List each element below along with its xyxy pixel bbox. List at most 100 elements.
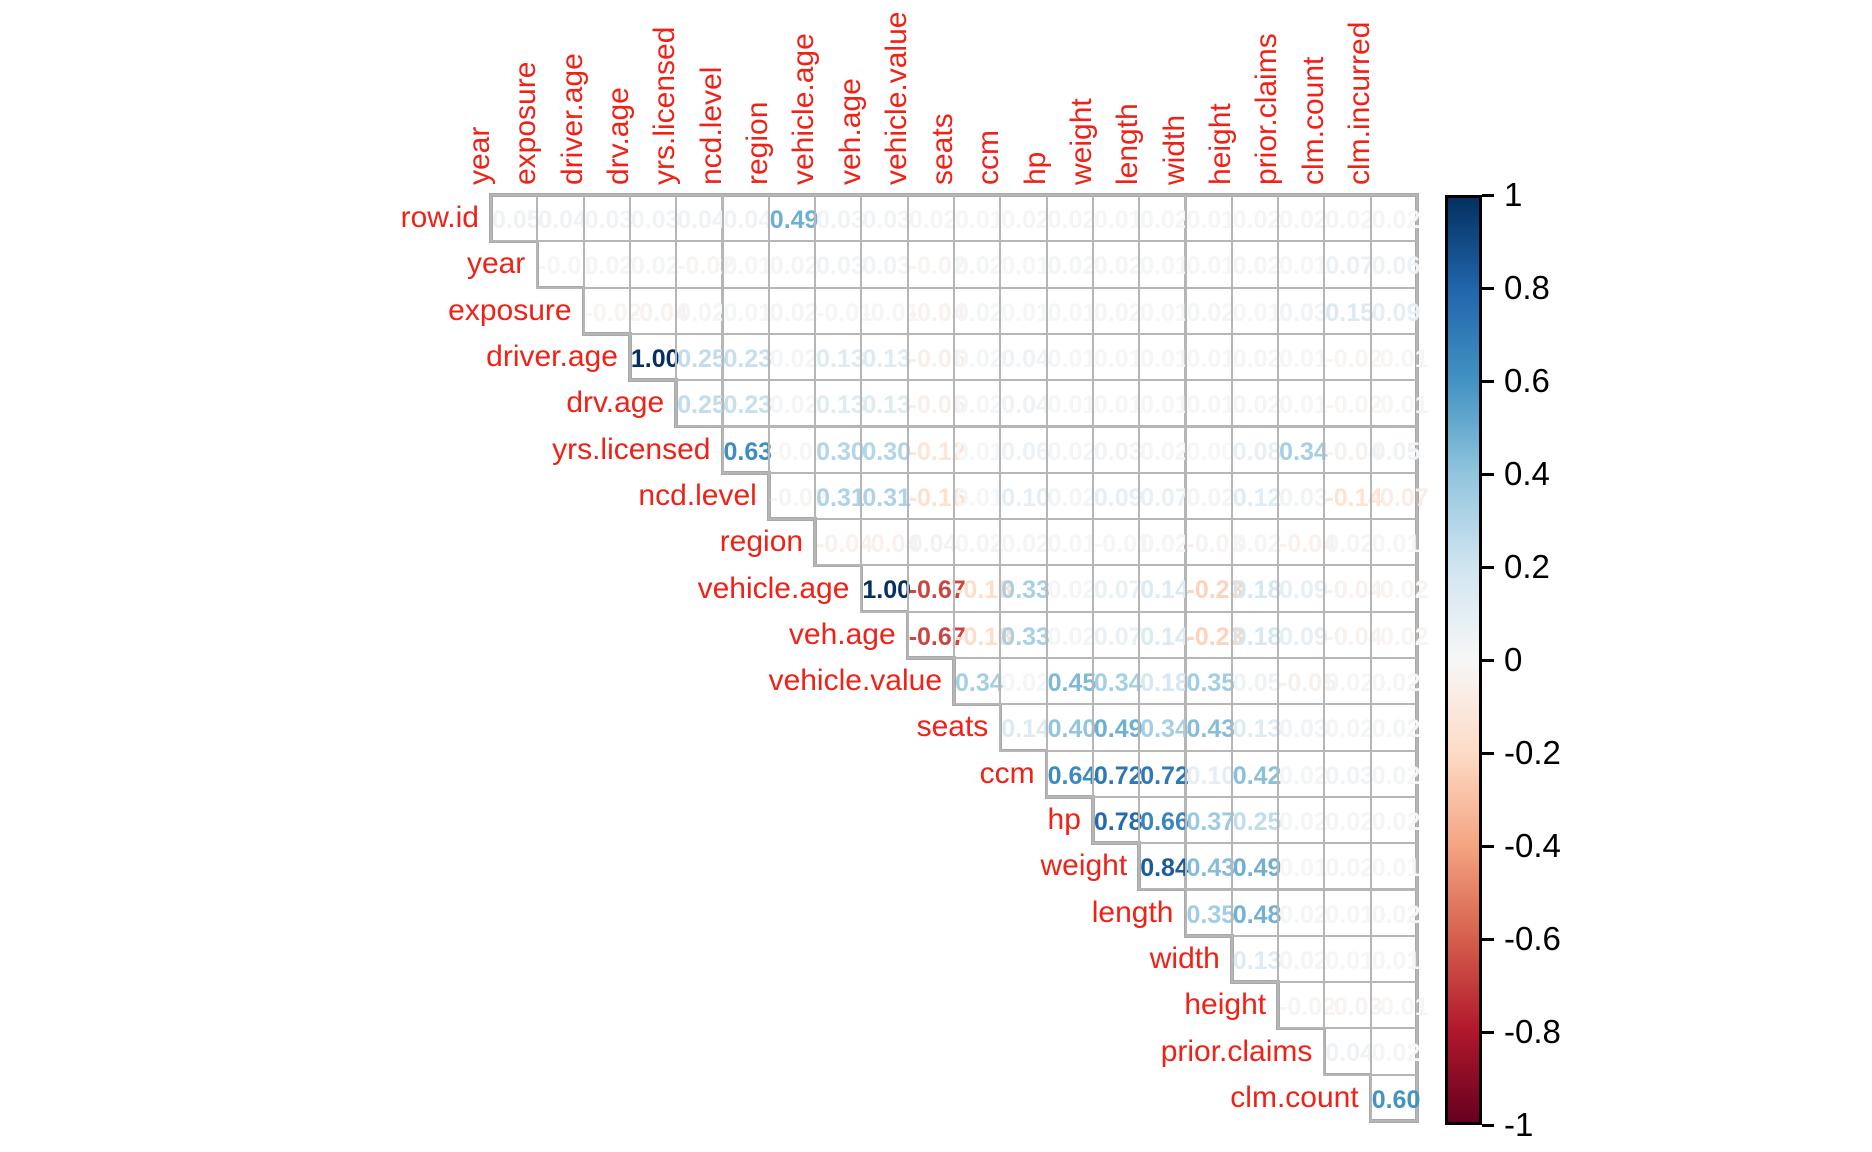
corr-cell: 0.02: [953, 379, 1004, 428]
corr-cell: 0.13: [860, 379, 911, 428]
corr-cell: 0.13: [814, 379, 865, 428]
row-label: exposure: [448, 293, 572, 327]
corr-cell: 0.42: [1230, 749, 1281, 798]
corr-cell: 0.18: [1138, 657, 1189, 706]
corr-cell: 0.01: [1230, 286, 1281, 335]
corr-cell: -0.04: [1323, 425, 1382, 474]
corr-cell: 0.01: [1138, 240, 1189, 289]
corr-cell: 0.01: [1045, 332, 1096, 382]
corr-cell: 0.14: [999, 703, 1050, 752]
colorbar-tick-label: -0.8: [1504, 1013, 1561, 1050]
corr-cell: 0.04: [906, 518, 957, 567]
colorbar-tick: [1482, 937, 1494, 941]
corr-cell: 0.06: [999, 425, 1050, 474]
corr-cell: 0.02: [953, 332, 1004, 382]
corr-cell: 0.01: [953, 194, 1004, 243]
corr-cell: -0.67: [906, 610, 966, 659]
col-label: prior.claims: [1250, 33, 1284, 185]
colorbar-tick-label: 0.4: [1504, 455, 1550, 492]
corr-cell: -0.02: [675, 240, 734, 289]
corr-cell: 0.03: [582, 194, 633, 243]
corr-cell: 0.02: [1045, 425, 1096, 474]
corr-cell: 0.37: [1184, 795, 1235, 845]
corr-cell: 0.02: [1369, 1027, 1420, 1076]
corr-cell: 0.49: [767, 194, 818, 243]
corr-cell: -0.01: [814, 286, 873, 335]
corr-cell: -0.12: [906, 425, 966, 474]
corr-cell: 0.03: [860, 194, 911, 243]
corr-cell: 0.01: [1323, 888, 1374, 937]
corr-cell: 0.34: [1277, 425, 1328, 474]
corr-cell: 0.01: [1091, 194, 1143, 243]
corr-cell: 0.01: [1138, 332, 1189, 382]
corr-cell: 0.02: [1230, 240, 1281, 289]
corr-cell: 0.04: [1323, 1027, 1374, 1076]
corr-cell: 0.04: [675, 194, 726, 243]
corr-cell: 0.01: [953, 471, 1004, 521]
corr-cell: 0.34: [953, 657, 1004, 706]
corr-cell: -0.01: [1369, 379, 1429, 428]
corr-cell: -0.02: [906, 240, 966, 289]
corr-cell: -0.18: [953, 610, 1012, 659]
colorbar-tick: [1482, 658, 1494, 662]
corr-cell: 0.43: [1184, 842, 1235, 891]
corr-cell: 0.01: [1369, 934, 1420, 984]
corr-cell: 0.03: [1277, 703, 1328, 752]
corr-cell: 0.84: [1138, 842, 1189, 891]
colorbar-tick: [1482, 844, 1494, 848]
corr-cell: 0.31: [860, 471, 911, 521]
col-label: clm.count: [1296, 56, 1330, 185]
corr-cell: -0.03: [1184, 518, 1243, 567]
corr-cell: 0.02: [1184, 286, 1235, 335]
col-label: region: [740, 101, 774, 185]
corr-cell: 0.02: [1091, 286, 1143, 335]
corr-cell: 0.01: [1045, 286, 1096, 335]
corr-cell: 0.02: [1277, 934, 1328, 984]
corr-cell: 0.02: [1323, 657, 1374, 706]
corr-cell: 0.01: [1277, 240, 1328, 289]
corr-cell: 0.13: [1230, 934, 1281, 984]
col-label: drv.age: [602, 87, 636, 185]
corr-cell: -0.04: [860, 518, 919, 567]
corr-cell: 0.12: [1230, 471, 1281, 521]
row-label: seats: [916, 710, 989, 744]
col-label: veh.age: [833, 78, 867, 185]
corr-cell: 0.02: [1230, 518, 1281, 567]
row-label: clm.count: [1230, 1080, 1359, 1114]
corr-cell: 0.09: [1277, 610, 1328, 659]
corr-cell: 0.01: [1184, 332, 1235, 382]
row-label: drv.age: [566, 386, 665, 420]
corr-cell: 0.23: [721, 379, 772, 428]
corr-cell: 0.30: [860, 425, 911, 474]
corr-cell: 0.02: [1369, 657, 1420, 706]
corr-cell: 0.02: [1045, 564, 1096, 613]
corr-cell: 0.02: [1323, 842, 1374, 891]
corr-cell: 0.02: [953, 240, 1004, 289]
col-label: yrs.licensed: [648, 26, 682, 185]
corr-cell: 0.40: [1045, 703, 1096, 752]
corr-cell: 1.00: [860, 564, 911, 613]
row-label: vehicle.value: [768, 664, 942, 698]
corr-cell: 0.02: [999, 518, 1050, 567]
corr-cell: 0.66: [1138, 795, 1189, 845]
corr-cell: 0.02: [1323, 194, 1374, 243]
corr-cell: 0.14: [1138, 564, 1189, 613]
row-label: hp: [1047, 803, 1081, 837]
corr-cell: 0.10: [1184, 749, 1235, 798]
corr-cell: 0.02: [999, 657, 1050, 706]
corr-cell: 0.07: [1091, 610, 1143, 659]
colorbar-tick: [1482, 472, 1494, 476]
corr-cell: 0.01: [721, 286, 772, 335]
corr-cell: -0.67: [906, 564, 966, 613]
corr-cell: 0.01: [1323, 934, 1374, 984]
corr-cell: 0.78: [1091, 795, 1143, 845]
corr-cell: 0.06: [1369, 240, 1420, 289]
corr-cell: 0.02: [675, 286, 726, 335]
corr-cell: 0.01: [999, 240, 1050, 289]
corr-cell: 0.43: [1184, 703, 1235, 752]
colorbar-tick-label: 1: [1504, 176, 1523, 213]
corr-cell: 0.18: [1230, 564, 1281, 613]
corr-cell: 0.02: [1277, 749, 1328, 798]
colorbar-tick-label: 0.2: [1504, 548, 1550, 585]
